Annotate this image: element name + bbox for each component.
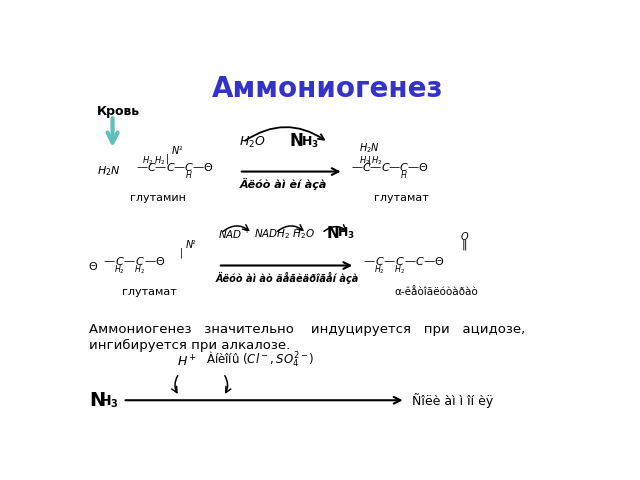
Text: Ñîëè àì ì îí èÿ: Ñîëè àì ì îí èÿ [412,393,493,408]
Text: $—C—C—\underset{H}{C}—\Theta$: $—C—C—\underset{H}{C}—\Theta$ [136,162,214,181]
Text: $\underset{}{N}$: $\underset{}{N}$ [172,145,180,155]
Text: $\mathbf{N}$: $\mathbf{N}$ [289,132,303,150]
Text: $|$: $|$ [367,154,371,168]
Text: $NADH_2\ H_2O$: $NADH_2\ H_2O$ [253,227,315,241]
Text: $—C—C—\underset{H}{C}—\Theta$: $—C—C—\underset{H}{C}—\Theta$ [351,162,429,181]
Text: $—\underset{H_2}{C}—\underset{H_2}{C}—C—\Theta$: $—\underset{H_2}{C}—\underset{H_2}{C}—C—… [363,255,444,276]
Text: $|$: $|$ [165,152,169,166]
Text: глутамат: глутамат [374,193,429,203]
Text: $\underset{}{H_2}$: $\underset{}{H_2}$ [154,154,165,165]
Text: $\mathbf{N}$: $\mathbf{N}$ [90,391,106,410]
Text: α-êåòîãëóòàðàò: α-êåòîãëóòàðàò [395,287,478,297]
Text: $_2$: $_2$ [178,144,183,153]
Text: ингибируется при алкалозе.: ингибируется при алкалозе. [90,339,291,352]
Text: $|$: $|$ [179,246,183,260]
Text: $\mathbf{H_3}$: $\mathbf{H_3}$ [99,394,118,410]
Text: глутамат: глутамат [122,287,177,297]
Text: Аммониогенез: Аммониогенез [212,74,444,103]
Text: Аммониогенез   значительно    индуцируется   при   ацидозе,: Аммониогенез значительно индуцируется пр… [90,323,525,336]
Text: $\Theta$: $\Theta$ [88,260,98,272]
Text: $\|$: $\|$ [461,239,467,252]
Text: $\mathbf{H_3}$: $\mathbf{H_3}$ [301,135,319,150]
Text: Кровь: Кровь [97,105,140,119]
Text: $—\underset{H_2}{C}—\underset{H_2}{C}—\Theta$: $—\underset{H_2}{C}—\underset{H_2}{C}—\T… [103,255,166,276]
Text: Äёóò àì àò äåãèäðîãåí àçà: Äёóò àì àò äåãèäðîãåí àçà [216,272,360,284]
Text: глутамин: глутамин [129,193,186,203]
Text: $O$: $O$ [460,230,469,242]
Text: $\underset{}{H_2}$: $\underset{}{H_2}$ [359,154,371,165]
Text: $H_2N$: $H_2N$ [97,165,121,179]
Text: $NAD^+$: $NAD^+$ [218,228,250,241]
Text: $H^+$: $H^+$ [177,354,197,370]
Text: $\mathbf{H_3}$: $\mathbf{H_3}$ [337,226,355,241]
Text: $H_2O$: $H_2O$ [239,135,266,150]
Text: Àíèîíû $(Cl^-, SO_4^{2-})$: Àíèîíû $(Cl^-, SO_4^{2-})$ [205,350,314,370]
Text: Äёóò àì èí àçà: Äёóò àì èí àçà [240,178,328,190]
Text: $H_2N$: $H_2N$ [359,142,380,156]
Text: $\underset{}{H_2}$: $\underset{}{H_2}$ [371,154,382,165]
Text: $_2$: $_2$ [191,238,196,247]
Text: $\underset{}{H_2}$: $\underset{}{H_2}$ [142,154,154,165]
Text: $N$: $N$ [184,238,194,250]
Text: $\mathbf{N}$: $\mathbf{N}$ [326,225,340,241]
